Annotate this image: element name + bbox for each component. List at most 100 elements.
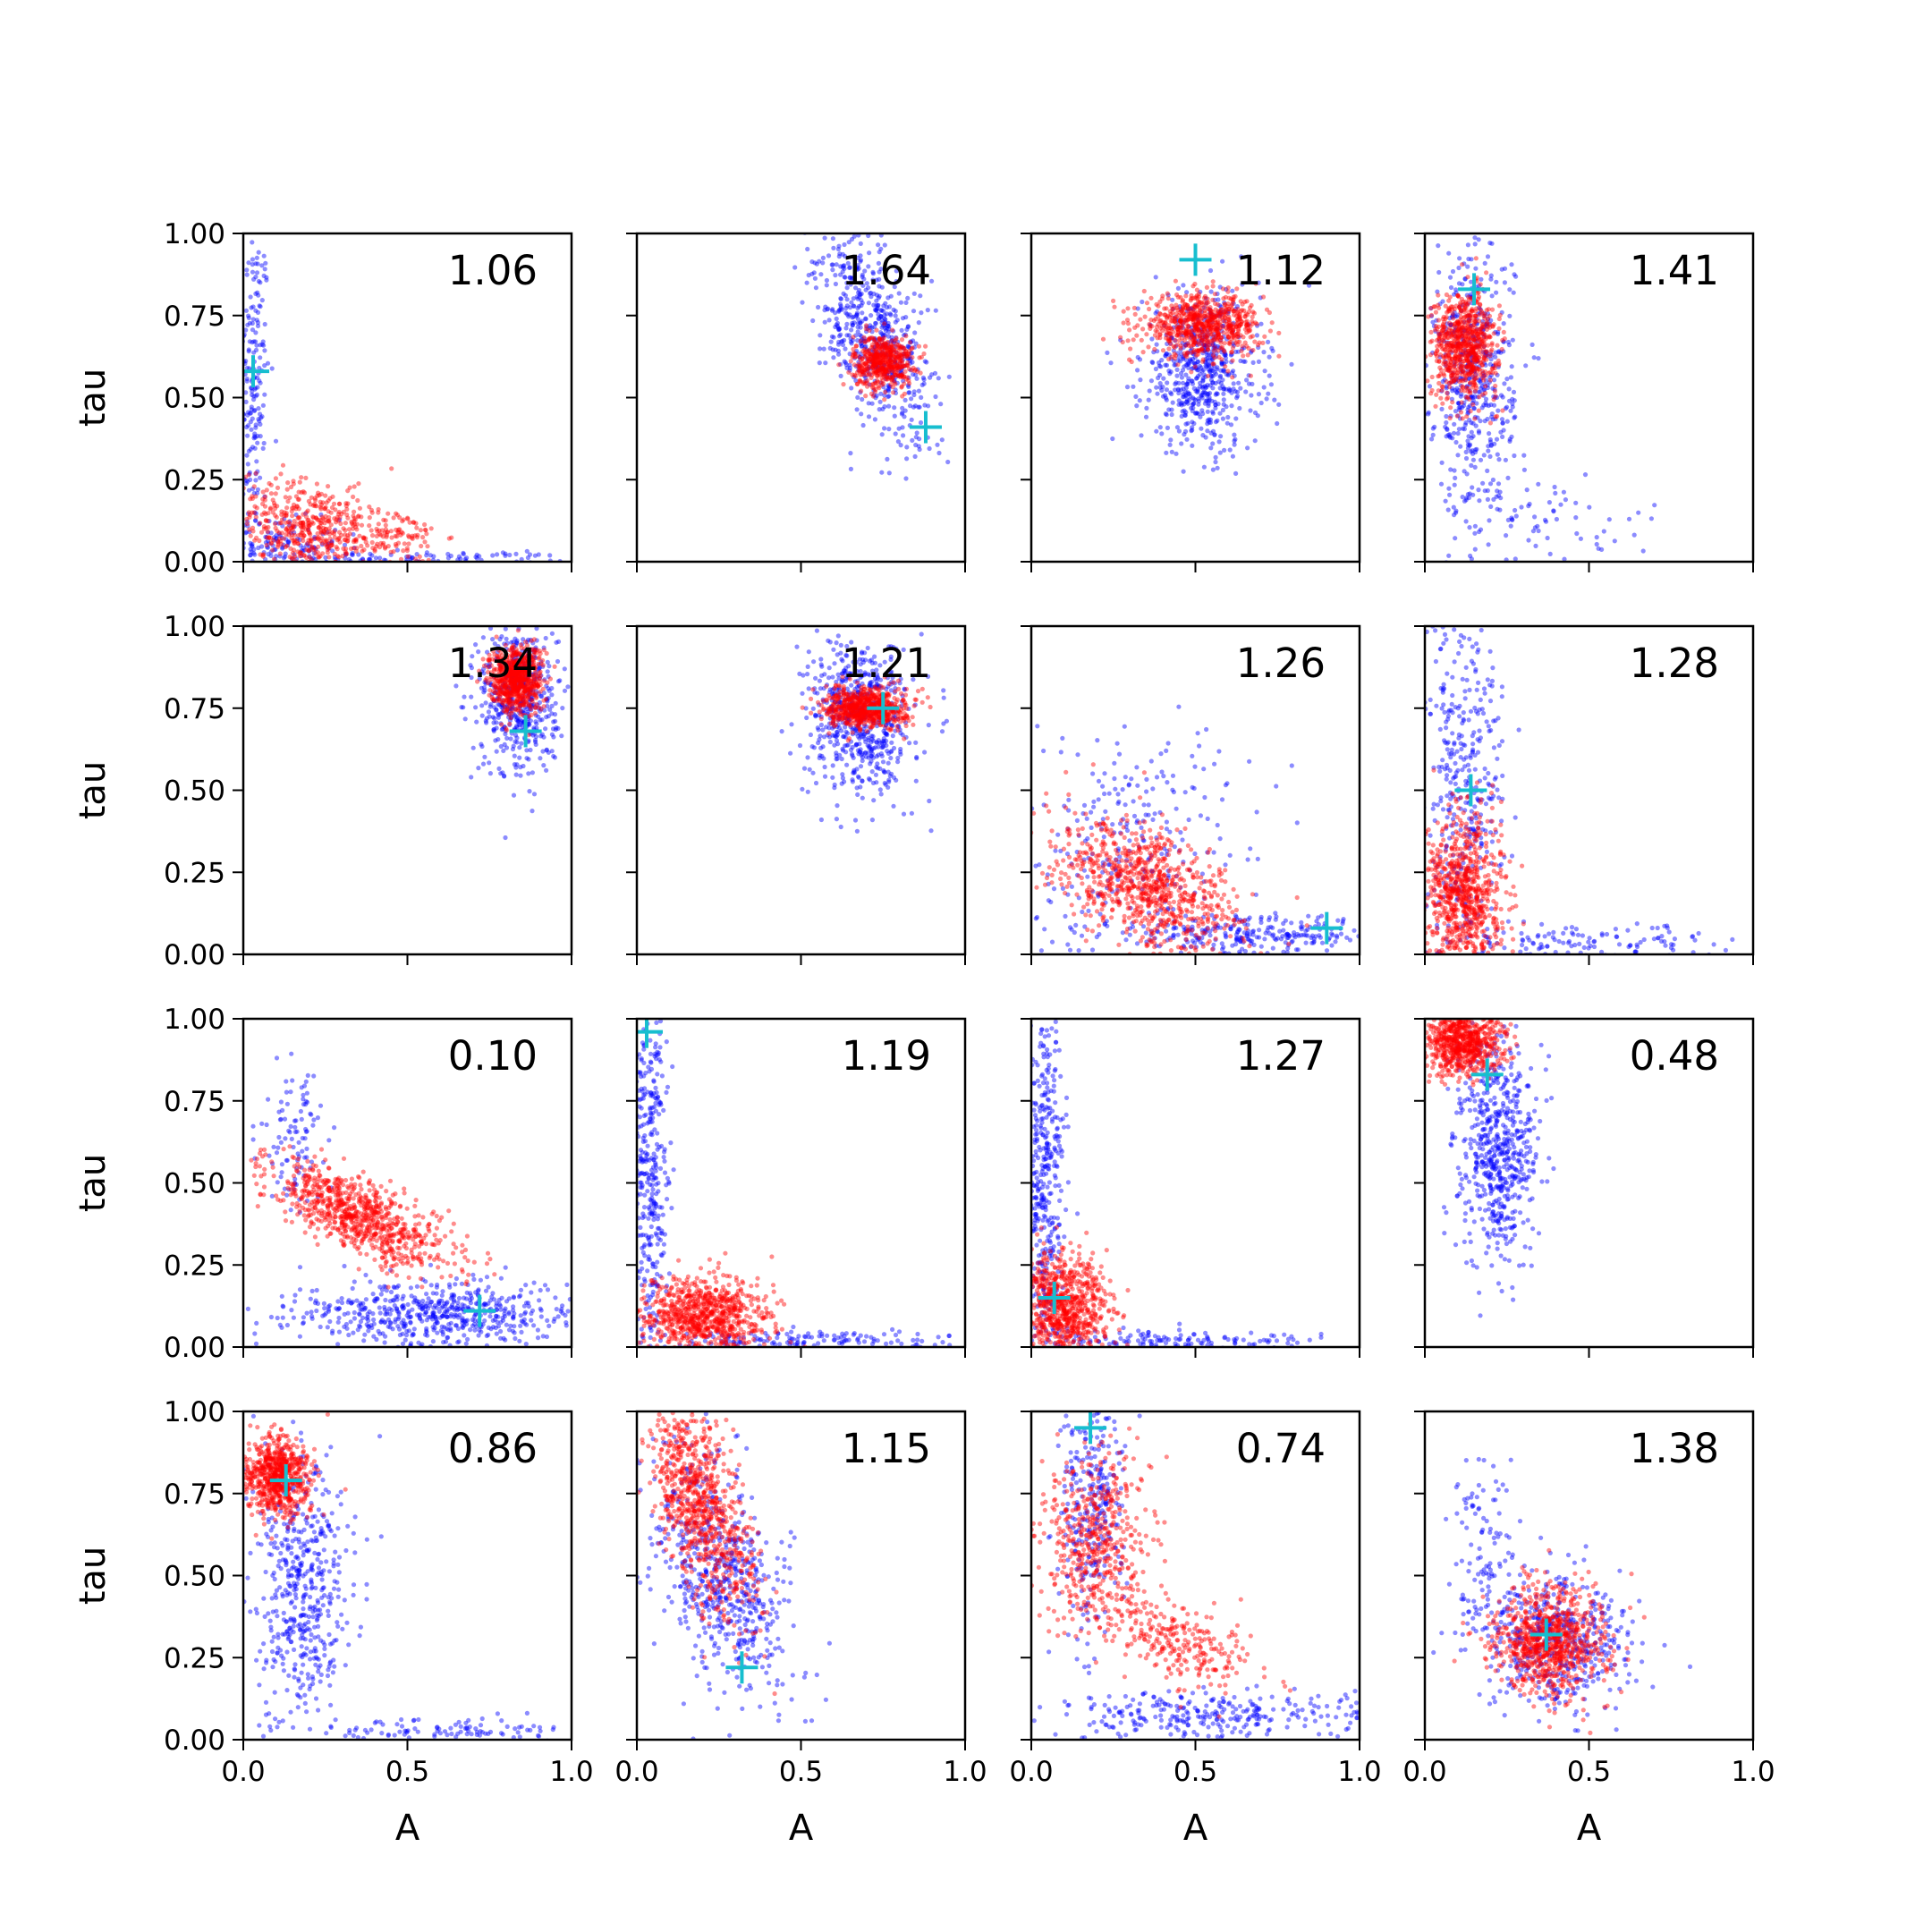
scatter-point <box>908 403 913 409</box>
scatter-point <box>863 287 869 292</box>
scatter-point <box>1601 529 1606 534</box>
scatter-point <box>1175 307 1181 313</box>
scatter-point <box>1235 310 1241 316</box>
scatter-point <box>809 259 815 265</box>
scatter-point <box>899 370 904 376</box>
scatter-point <box>500 702 505 708</box>
scatter-point <box>1163 353 1168 359</box>
scatter-point <box>1191 342 1196 348</box>
scatter-point <box>1449 341 1454 346</box>
scatter-point <box>1460 369 1465 374</box>
scatter-point <box>507 699 513 704</box>
scatter-point <box>1466 360 1471 365</box>
scatter-point <box>1448 304 1454 309</box>
scatter-point <box>1483 369 1488 375</box>
scatter-point <box>866 336 872 342</box>
scatter-point <box>1205 318 1210 324</box>
scatter-point <box>487 714 492 719</box>
scatter-point <box>306 498 311 504</box>
scatter-point <box>335 538 340 543</box>
scatter-point <box>299 489 304 496</box>
scatter-point <box>1205 428 1210 434</box>
scatter-point <box>1470 335 1476 341</box>
scatter-point <box>851 296 856 301</box>
scatter-point <box>1462 349 1468 354</box>
scatter-point <box>301 553 307 558</box>
scatter-point <box>868 352 873 358</box>
scatter-point <box>511 662 517 667</box>
scatter-point <box>880 371 886 377</box>
scatter-point <box>1526 538 1531 543</box>
scatter-point <box>1428 391 1434 396</box>
scatter-point <box>1168 311 1174 317</box>
scatter-point <box>860 274 865 279</box>
scatter-point <box>836 342 842 347</box>
scatter-point <box>879 331 885 336</box>
scatter-point <box>1447 434 1453 439</box>
scatter-point <box>1459 308 1464 314</box>
scatter-point <box>894 365 900 370</box>
scatter-point <box>1442 319 1447 325</box>
scatter-point <box>256 417 261 422</box>
scatter-point <box>517 705 522 710</box>
scatter-point <box>1451 342 1456 347</box>
scatter-point <box>1460 384 1465 389</box>
scatter-point <box>1445 507 1451 513</box>
scatter-point <box>876 349 881 354</box>
scatter-point <box>1460 330 1465 335</box>
scatter-point <box>1447 316 1453 321</box>
scatter-point <box>1191 284 1196 289</box>
scatter-point <box>277 554 283 559</box>
scatter-point <box>1470 350 1476 355</box>
scatter-point <box>876 260 882 266</box>
scatter-point <box>902 363 907 369</box>
scatter-point <box>523 691 530 696</box>
scatter-point <box>1306 283 1312 288</box>
scatter-point <box>836 326 842 332</box>
scatter-point <box>254 255 259 260</box>
scatter-point <box>849 327 854 333</box>
scatter-point <box>395 530 401 535</box>
scatter-point <box>1474 359 1479 364</box>
scatter-point <box>300 530 305 536</box>
scatter-point <box>874 377 880 383</box>
scatter-point <box>1457 333 1462 338</box>
scatter-point <box>1212 314 1217 320</box>
scatter-point <box>882 349 888 354</box>
scatter-point <box>1480 326 1487 332</box>
scatter-point <box>1206 318 1211 324</box>
scatter-point <box>248 446 253 452</box>
scatter-point <box>1485 383 1490 388</box>
scatter-point <box>894 370 901 376</box>
series-red <box>836 321 928 402</box>
scatter-point <box>291 538 296 544</box>
scatter-point <box>311 545 317 550</box>
scatter-point <box>860 272 865 277</box>
scatter-point <box>893 360 898 366</box>
scatter-point <box>1495 452 1500 457</box>
scatter-point <box>872 344 877 350</box>
scatter-point <box>322 506 327 512</box>
scatter-point <box>1445 331 1450 336</box>
scatter-point <box>1436 336 1442 342</box>
scatter-point <box>525 672 530 677</box>
scatter-point <box>258 521 263 526</box>
scatter-point <box>1187 313 1193 318</box>
scatter-point <box>1196 321 1201 326</box>
scatter-point <box>512 664 517 669</box>
scatter-point <box>1464 373 1470 378</box>
scatter-point <box>1483 350 1488 355</box>
scatter-point <box>847 265 853 270</box>
scatter-point <box>253 494 258 499</box>
scatter-point <box>1212 313 1217 318</box>
scatter-point <box>258 434 263 439</box>
scatter-point <box>236 470 241 474</box>
scatter-point <box>1483 349 1488 354</box>
scatter-point <box>1479 336 1485 342</box>
scatter-point <box>1441 355 1446 360</box>
scatter-point <box>1198 308 1203 314</box>
scatter-point <box>492 685 497 691</box>
scatter-point <box>881 367 886 372</box>
scatter-point <box>1475 333 1480 338</box>
scatter-point <box>531 654 538 659</box>
